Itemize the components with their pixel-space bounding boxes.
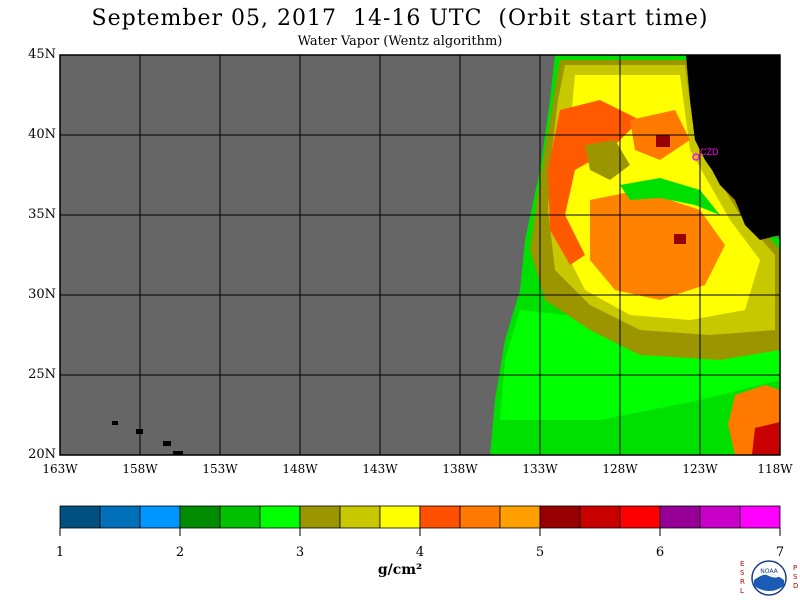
island-hawaii (173, 451, 183, 455)
colorbar-swatch (539, 505, 581, 529)
colorbar (59, 505, 781, 536)
island-kauai (112, 421, 118, 425)
latitude-label: 25N (28, 367, 56, 382)
map-title: September 05, 2017 14-16 UTC (Orbit star… (91, 6, 709, 31)
colorbar-swatch (139, 505, 181, 529)
colorbar-swatch (739, 505, 781, 529)
swirl-green (620, 178, 720, 215)
logo-letter: L (740, 587, 744, 595)
longitude-label: 123W (682, 462, 718, 476)
island-maui (163, 441, 171, 446)
swath-southeast-red (752, 422, 780, 455)
colorbar-swatch (299, 505, 341, 529)
colorbar-swatch (659, 505, 701, 529)
colorbar-tick-label: 4 (415, 545, 425, 560)
latitude-label: 40N (28, 127, 56, 142)
logo-letter: E (740, 560, 744, 568)
longitude-label: 128W (602, 462, 638, 476)
colorbar-swatch (99, 505, 141, 529)
latitude-label: 45N (28, 47, 56, 62)
logo-letter: P (793, 564, 797, 572)
colorbar-swatch (619, 505, 661, 529)
colorbar-swatch (459, 505, 501, 529)
colorbar-swatch (699, 505, 741, 529)
map-frame (59, 54, 781, 456)
colorbar-swatch (179, 505, 221, 529)
logo-letter: D (793, 582, 798, 590)
longitude-label: 118W (757, 462, 793, 476)
colorbar-tick-label: 1 (55, 545, 65, 560)
colorbar-swatch (499, 505, 541, 529)
longitude-label: 153W (202, 462, 238, 476)
colorbar-tick-label: 5 (535, 545, 545, 560)
longitude-label: 148W (282, 462, 318, 476)
colorbar-swatch (419, 505, 461, 529)
high-vapor-spot (674, 234, 686, 244)
map-subtitle: Water Vapor (Wentz algorithm) (297, 34, 503, 49)
colorbar-tick-label: 2 (175, 545, 185, 560)
noaa-text: NOAA (760, 568, 778, 575)
swath-orange (590, 190, 725, 300)
longitude-label: 133W (522, 462, 558, 476)
logo-letter: S (740, 569, 745, 577)
colorbar-tick-label: 3 (295, 545, 305, 560)
colorbar-swatch (579, 505, 621, 529)
longitude-label: 163W (42, 462, 78, 476)
swirl-olive (585, 140, 630, 180)
colorbar-tick-label: 6 (655, 545, 665, 560)
map-field (60, 55, 780, 455)
colorbar-unit: g/cm² (377, 562, 423, 578)
logo-letter: R (740, 578, 745, 586)
colorbar-swatch (339, 505, 381, 529)
colorbar-tick-label: 7 (775, 545, 785, 560)
swath-orange-arm (548, 100, 640, 265)
graticule (60, 55, 780, 455)
land-california (686, 55, 780, 240)
logo-letter: S (793, 573, 798, 581)
latitude-label: 20N (28, 447, 56, 462)
colorbar-swatch (59, 505, 101, 529)
colorbar-swatch (259, 505, 301, 529)
latitude-label: 35N (28, 207, 56, 222)
station-marker-czd: CZD (692, 147, 719, 161)
colorbar-swatch (219, 505, 261, 529)
longitude-label: 138W (442, 462, 478, 476)
station-label: CZD (700, 147, 719, 157)
high-vapor-spot (656, 135, 670, 147)
longitude-label: 158W (122, 462, 158, 476)
latitude-label: 30N (28, 287, 56, 302)
longitude-label: 143W (362, 462, 398, 476)
station-circle (692, 153, 700, 161)
colorbar-swatch (379, 505, 421, 529)
